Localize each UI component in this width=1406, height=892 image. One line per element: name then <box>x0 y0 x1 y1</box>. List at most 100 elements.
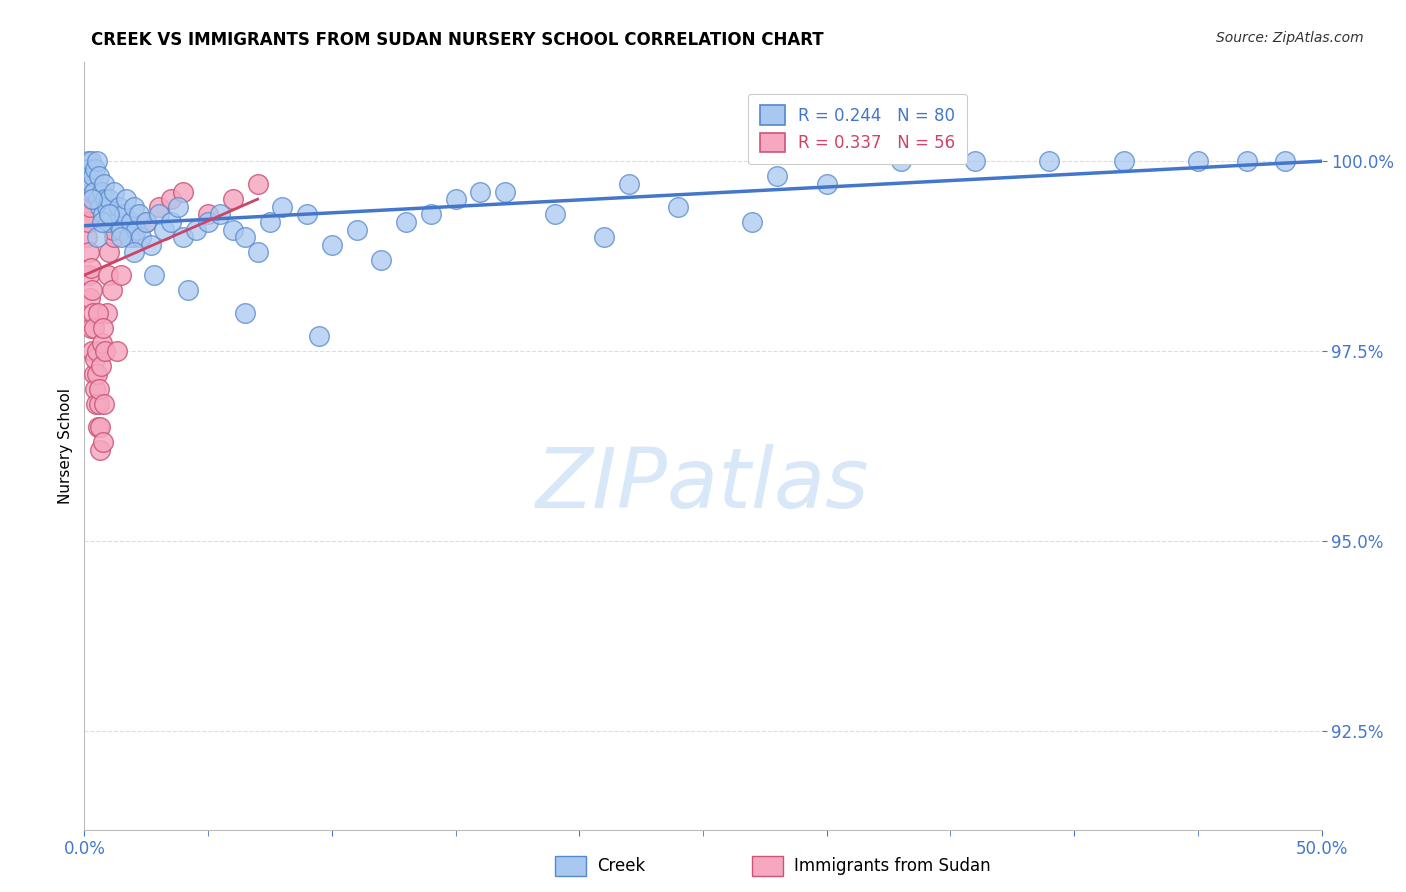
Point <box>87 192 110 206</box>
Point <box>96 306 118 320</box>
Point <box>766 169 789 184</box>
Point <box>79 268 101 282</box>
Point <box>1112 154 1135 169</box>
Point <box>122 245 145 260</box>
Point <box>82 169 104 184</box>
Point <box>346 222 368 236</box>
Text: Immigrants from Sudan: Immigrants from Sudan <box>794 857 991 875</box>
Point <box>86 344 108 359</box>
Point <box>89 200 111 214</box>
Point <box>128 207 150 221</box>
Point <box>100 207 122 221</box>
Point <box>177 283 200 297</box>
Point <box>543 207 565 221</box>
Point <box>148 207 170 221</box>
Point <box>118 230 141 244</box>
Point <box>90 215 112 229</box>
Point <box>259 215 281 229</box>
Point <box>86 154 108 169</box>
Text: CREEK VS IMMIGRANTS FROM SUDAN NURSERY SCHOOL CORRELATION CHART: CREEK VS IMMIGRANTS FROM SUDAN NURSERY S… <box>91 31 824 49</box>
Point <box>83 321 105 335</box>
Point <box>87 397 110 411</box>
Point <box>197 207 219 221</box>
Point <box>103 230 125 244</box>
Point <box>84 382 107 396</box>
Point <box>115 215 138 229</box>
Point <box>89 420 111 434</box>
Point <box>666 200 689 214</box>
Point <box>246 245 269 260</box>
Point <box>1274 154 1296 169</box>
Text: Creek: Creek <box>598 857 645 875</box>
Point <box>97 215 120 229</box>
Point <box>77 154 100 169</box>
Point <box>89 382 111 396</box>
Point <box>444 192 467 206</box>
Point <box>77 215 100 229</box>
Point <box>79 291 101 305</box>
Point <box>122 230 145 244</box>
Point <box>148 200 170 214</box>
Bar <box>752 856 783 876</box>
Point <box>101 222 124 236</box>
Point <box>79 161 101 176</box>
Point <box>91 207 114 221</box>
Point <box>75 169 97 184</box>
Point <box>86 230 108 244</box>
Point <box>617 177 640 191</box>
Point <box>470 185 492 199</box>
Point <box>135 215 157 229</box>
Text: ZIPatlas: ZIPatlas <box>536 444 870 524</box>
Point <box>80 192 103 206</box>
Point <box>172 230 194 244</box>
Point <box>295 207 318 221</box>
Point <box>160 215 183 229</box>
Point <box>233 306 256 320</box>
Point <box>141 237 163 252</box>
Point <box>172 185 194 199</box>
Point <box>122 200 145 214</box>
Point <box>75 177 97 191</box>
Point <box>1187 154 1209 169</box>
Point <box>105 215 128 229</box>
Point <box>965 154 987 169</box>
Point <box>105 344 128 359</box>
Point <box>97 207 120 221</box>
Point <box>76 207 98 221</box>
Point <box>321 237 343 252</box>
Point <box>97 268 120 282</box>
Bar <box>555 856 586 876</box>
Point <box>222 192 245 206</box>
Point <box>370 252 392 267</box>
Point <box>79 154 101 169</box>
Point <box>120 215 142 229</box>
Point <box>83 367 105 381</box>
Point <box>135 215 157 229</box>
Point <box>233 230 256 244</box>
Legend: R = 0.244   N = 80, R = 0.337   N = 56: R = 0.244 N = 80, R = 0.337 N = 56 <box>748 94 967 164</box>
Point <box>209 207 232 221</box>
Point <box>90 359 112 374</box>
Point <box>98 207 121 221</box>
Point <box>100 283 122 297</box>
Point <box>112 207 135 221</box>
Point <box>160 192 183 206</box>
Point <box>246 177 269 191</box>
Point <box>82 192 104 206</box>
Point <box>93 397 115 411</box>
Point <box>83 351 105 366</box>
Point <box>890 154 912 169</box>
Point <box>87 306 110 320</box>
Point <box>1038 154 1060 169</box>
Point <box>83 185 105 199</box>
Point <box>89 169 111 184</box>
Point <box>76 169 98 184</box>
Point <box>98 245 121 260</box>
Point <box>90 336 112 351</box>
Point <box>110 268 132 282</box>
Point <box>93 177 115 191</box>
Point <box>115 192 138 206</box>
Point <box>125 222 148 236</box>
Point <box>77 161 100 176</box>
Point <box>222 222 245 236</box>
